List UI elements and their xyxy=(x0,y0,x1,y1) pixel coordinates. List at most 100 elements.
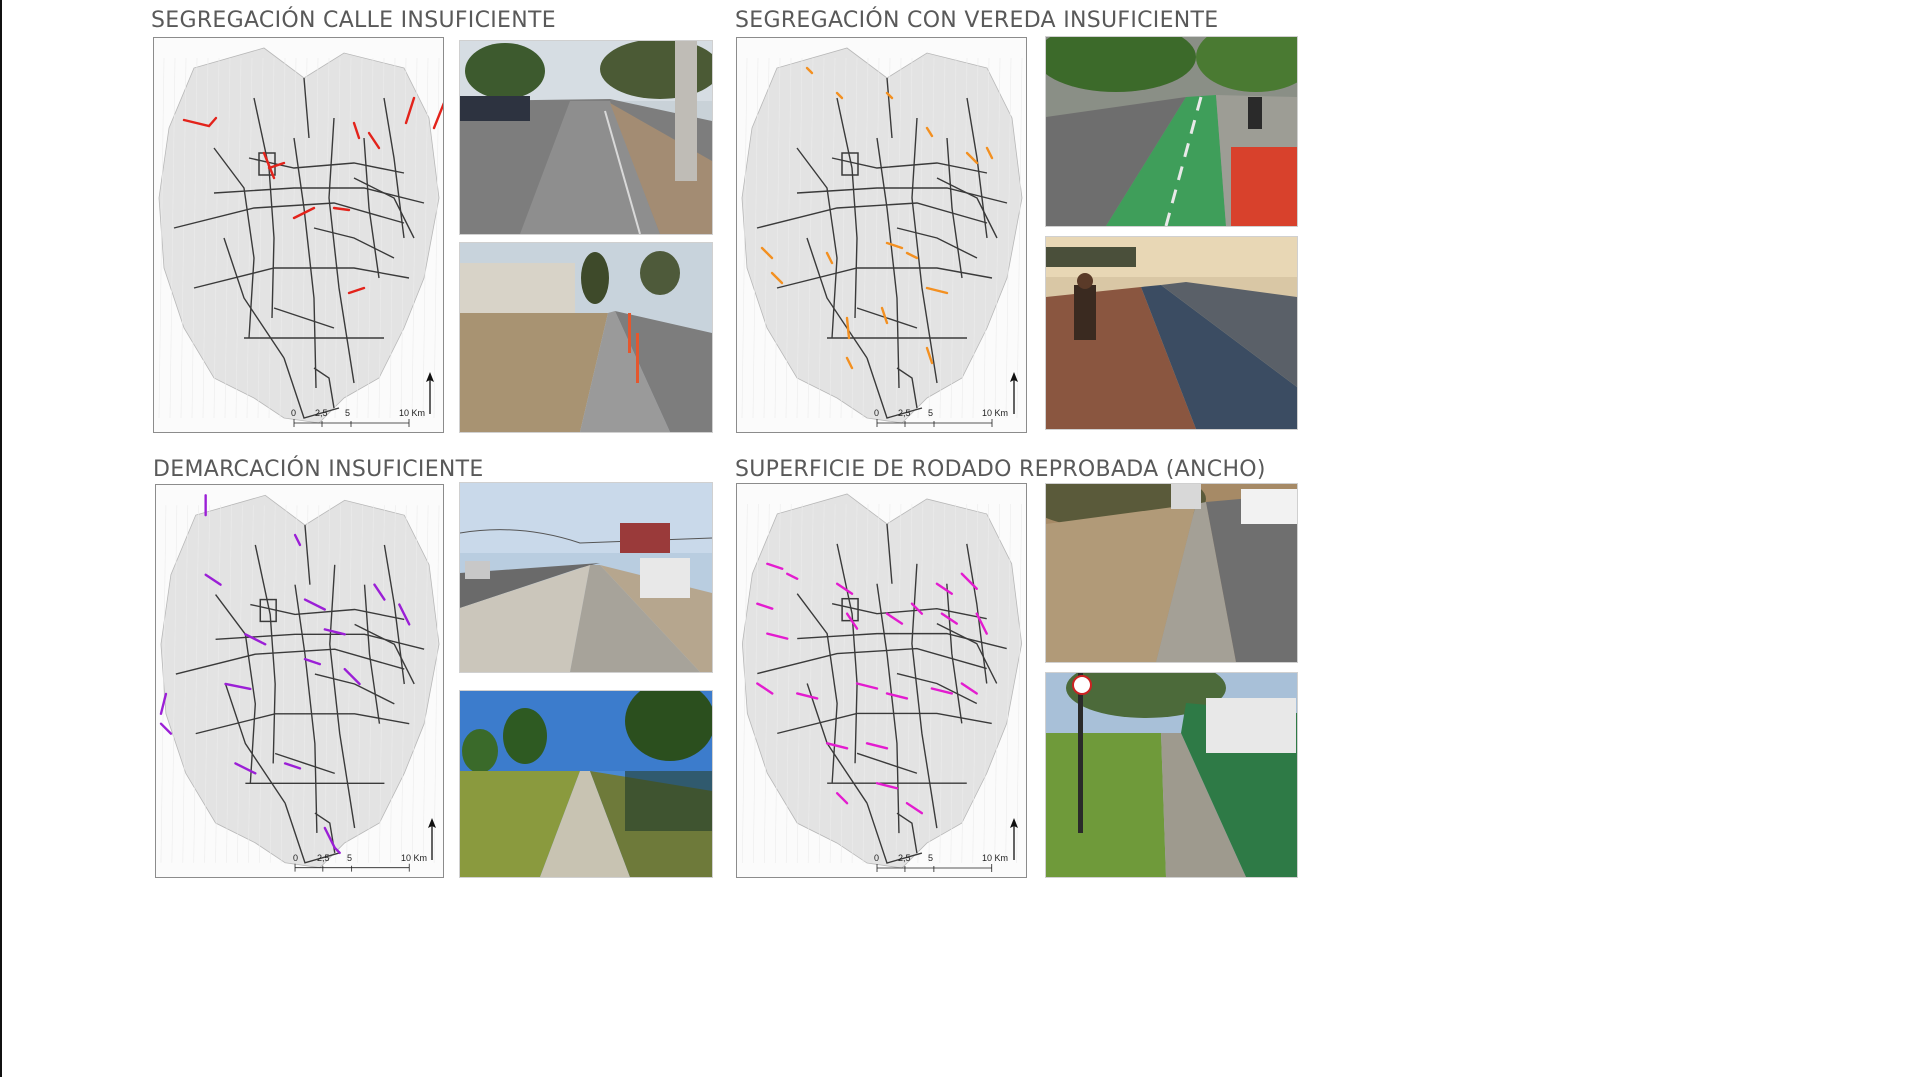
map-grid-line xyxy=(753,503,759,864)
photo-unmarked-lane xyxy=(459,482,713,673)
highlighted-segment xyxy=(323,826,341,854)
bike-network-segment xyxy=(836,543,858,764)
map-grid-line xyxy=(917,503,924,864)
highlighted-segment xyxy=(845,356,854,370)
highlighted-segment xyxy=(975,612,988,635)
highlighted-segment xyxy=(985,146,994,160)
map-grid-line xyxy=(193,505,200,863)
scale-label-0: 0 xyxy=(291,408,297,418)
map-grid-line xyxy=(379,505,385,863)
highlighted-segment xyxy=(905,251,919,260)
map-demarcacion xyxy=(155,484,444,878)
highlighted-segment xyxy=(960,572,978,590)
map-grid-line xyxy=(248,505,254,863)
bike-network-segment xyxy=(776,267,993,289)
map-grid-line xyxy=(191,57,198,419)
map-grid-line xyxy=(160,505,167,863)
bike-network-segment xyxy=(193,267,410,289)
bike-network-segment xyxy=(946,137,963,279)
map-grid-line xyxy=(742,503,748,864)
panel-title-demarcacion: DEMARCACIÓN INSUFICIENTE xyxy=(153,457,484,482)
bike-network-segment xyxy=(796,593,838,784)
bike-network-segment xyxy=(777,712,992,735)
map-grid-line xyxy=(862,503,869,864)
bike-network-segment xyxy=(896,812,918,854)
scale-label-2-5: 2,5 xyxy=(317,853,330,863)
map-grid-line xyxy=(818,503,825,864)
photo-green-bike-lane xyxy=(1045,36,1298,227)
map-grid-line xyxy=(895,503,902,864)
bike-network-segment xyxy=(313,227,395,259)
highlighted-segment xyxy=(398,603,411,626)
map-grid-line xyxy=(873,503,880,864)
highlighted-segment xyxy=(760,246,774,260)
scale-label-2-5: 2,5 xyxy=(898,408,911,418)
bike-network-segment xyxy=(836,97,858,319)
map-grid-line xyxy=(335,505,342,863)
highlighted-segment xyxy=(835,91,844,100)
map-grid-line xyxy=(972,57,979,419)
bike-network-segment xyxy=(253,97,275,319)
highlighted-segment xyxy=(432,102,443,130)
north-arrow-icon xyxy=(428,818,436,860)
highlighted-segment xyxy=(343,667,361,686)
map-grid-line xyxy=(411,505,418,863)
highlighted-segment xyxy=(159,692,168,715)
north-arrow-icon xyxy=(426,372,434,414)
downtown-grid xyxy=(259,598,277,623)
bike-network-segment xyxy=(195,713,410,735)
bike-network-segment xyxy=(313,367,335,409)
map-grid-line xyxy=(851,503,858,864)
highlighted-segment xyxy=(855,682,879,690)
map-grid-line xyxy=(269,505,276,863)
highlighted-segment xyxy=(756,682,774,695)
map-grid-line xyxy=(763,57,770,419)
bike-network-segment xyxy=(215,594,257,784)
scale-label-5: 5 xyxy=(345,408,351,418)
map-grid-line xyxy=(741,57,748,419)
map-grid-line xyxy=(367,57,374,419)
bike-network-segment xyxy=(831,157,988,174)
map-grid-line xyxy=(873,57,880,419)
map-grid-line xyxy=(884,57,891,419)
highlighted-segment xyxy=(930,687,954,695)
photo-sidewalk-blue-lane xyxy=(1045,236,1298,430)
bike-network-segment xyxy=(303,77,310,139)
scale-bar xyxy=(293,419,410,427)
highlighted-segment xyxy=(766,562,784,570)
map-grid-line xyxy=(224,57,231,419)
scale-label-0: 0 xyxy=(293,853,299,863)
map-grid-line xyxy=(840,503,847,864)
bike-network-segment xyxy=(896,227,978,259)
downtown-grid xyxy=(841,597,859,622)
highlighted-segment xyxy=(885,91,894,100)
bike-network-segment xyxy=(173,202,405,229)
bike-network-segment xyxy=(363,584,381,724)
highlighted-segment xyxy=(262,151,276,180)
bike-network-segment xyxy=(329,564,356,829)
highlighted-segment xyxy=(293,533,302,547)
map-grid-line xyxy=(323,57,330,419)
map-grid-line xyxy=(961,57,968,419)
scale-bar xyxy=(876,419,993,427)
bike-network-segment xyxy=(328,117,355,384)
panel-title-superficie-rodado: SUPERFICIE DE RODADO REPROBADA (ANCHO) xyxy=(735,457,1266,482)
panel-title-segregacion-calle: SEGREGACIÓN CALLE INSUFICIENTE xyxy=(151,8,556,33)
map-grid-line xyxy=(169,57,176,419)
scale-bar-labels: 0 2,5 5 10 Km xyxy=(874,853,1014,873)
bike-network-segment xyxy=(213,147,255,339)
highlighted-segment xyxy=(770,271,784,285)
map-grid-line xyxy=(829,57,836,419)
north-arrow-icon xyxy=(1010,818,1018,860)
bike-network-segment xyxy=(946,583,963,724)
map-grid-line xyxy=(301,57,308,419)
highlighted-segment xyxy=(925,346,934,365)
map-grid-line xyxy=(213,57,220,419)
map-grid-line xyxy=(182,505,189,863)
highlighted-segment xyxy=(880,306,889,325)
map-grid-line xyxy=(961,503,968,864)
map-grid-line xyxy=(279,57,286,419)
map-grid-line xyxy=(917,57,924,419)
map-grid-line xyxy=(204,505,210,863)
map-grid-line xyxy=(433,505,440,863)
